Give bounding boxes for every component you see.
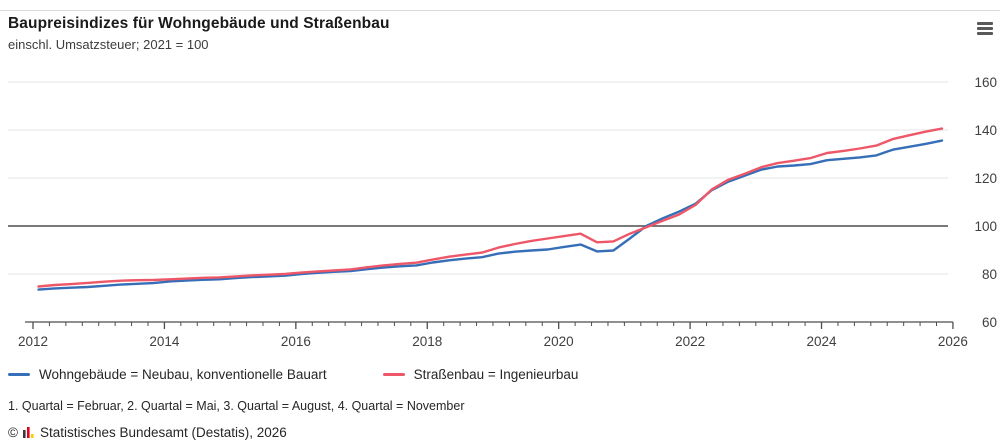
legend-label: Wohngebäude = Neubau, konventionelle Bau…: [39, 367, 327, 382]
series-line-strassenbau[interactable]: [37, 127, 944, 288]
x-tick-label: 2020: [544, 334, 574, 349]
menu-bar: [977, 31, 993, 35]
hamburger-menu-icon[interactable]: [973, 17, 997, 39]
x-tick-label: 2018: [412, 334, 442, 349]
legend-item-wohngebaeude[interactable]: Wohngebäude = Neubau, konventionelle Bau…: [8, 367, 327, 382]
y-tick-label: 60: [982, 315, 997, 330]
destatis-logo-icon: [22, 427, 34, 438]
y-tick-label: 140: [974, 123, 997, 138]
copyright-text: Statistisches Bundesamt (Destatis), 2026: [39, 425, 287, 440]
chart-title: Baupreisindizes für Wohngebäude und Stra…: [8, 15, 390, 32]
copyright-line: © Statistisches Bundesamt (Destatis), 20…: [8, 425, 287, 440]
x-tick-label: 2022: [675, 334, 705, 349]
widget-top-border: [0, 10, 1000, 11]
legend-item-strassenbau[interactable]: Straßenbau = Ingenieurbau: [382, 367, 579, 382]
x-tick-label: 2012: [18, 334, 48, 349]
menu-bar: [977, 21, 993, 25]
x-tick-label: 2026: [938, 334, 968, 349]
chart-subtitle: einschl. Umsatzsteuer; 2021 = 100: [8, 37, 209, 52]
x-tick-label: 2014: [149, 334, 180, 349]
series-line-wohngebaeude[interactable]: [37, 139, 944, 291]
y-tick-label: 80: [982, 267, 997, 282]
legend-label: Straßenbau = Ingenieurbau: [413, 367, 579, 382]
x-tick-label: 2024: [806, 334, 837, 349]
quarter-footnote: 1. Quartal = Februar, 2. Quartal = Mai, …: [8, 399, 465, 413]
x-tick-label: 2016: [281, 334, 311, 349]
copyright-symbol: ©: [8, 425, 18, 440]
legend-swatch-blue: [8, 373, 30, 376]
y-tick-label: 160: [974, 75, 997, 90]
y-tick-label: 120: [974, 171, 997, 186]
menu-bar: [977, 26, 993, 30]
y-tick-label: 100: [974, 219, 997, 234]
legend-swatch-red: [382, 373, 405, 376]
chart-legend: Wohngebäude = Neubau, konventionelle Bau…: [8, 367, 578, 382]
